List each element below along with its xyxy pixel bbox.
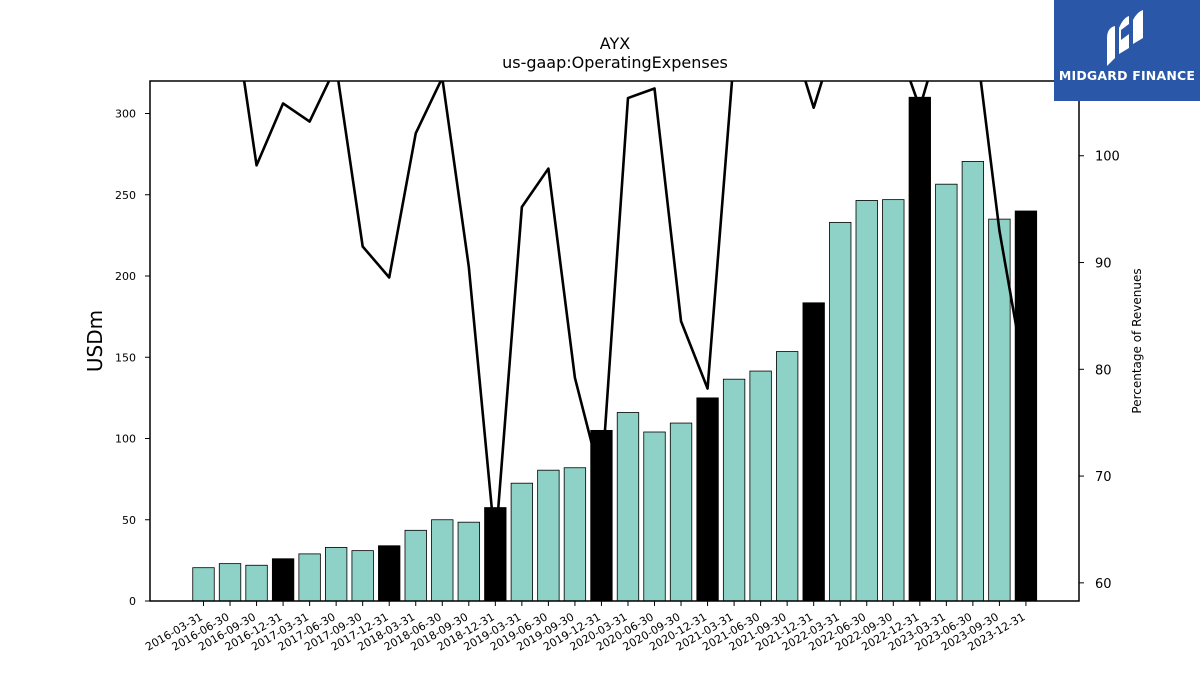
percentage-line [242,81,1028,547]
bar-2018-09-30 [457,521,480,602]
bar-2017-12-31 [378,545,401,602]
chart-subtitle: us-gaap:OperatingExpenses [502,53,728,72]
bar-2016-06-30 [218,563,242,602]
bar-2022-03-31 [829,221,852,602]
x-axis: 2016-03-312016-06-302016-09-302016-12-31… [143,601,1027,654]
y-tick-label-150: 150 [115,351,136,364]
y2-tick-label-70: 70 [1095,470,1112,485]
y-tick-label-300: 300 [115,108,136,121]
bar-2020-09-30 [669,422,693,602]
bar-2018-06-30 [431,519,454,602]
brand-name: MIDGARD FINANCE [1058,68,1196,83]
chart-title: AYX [600,34,630,53]
bar-2019-09-30 [563,467,587,602]
bar-2020-06-30 [643,431,666,602]
bar-series [192,96,1038,602]
bar-2020-03-31 [616,412,640,602]
bar-2021-09-30 [776,351,799,602]
y2-tick-label-100: 100 [1095,150,1120,165]
bar-2018-03-31 [404,529,427,602]
y2-tick-label-90: 90 [1095,257,1112,272]
bar-2018-12-31 [484,507,507,602]
y-axis-left: 0 50 100 150 200 250 300 [115,108,150,608]
bar-2022-06-30 [855,200,878,602]
y2-axis-label: Percentage of Revenues [1130,268,1144,413]
y2-tick-label-80: 80 [1095,363,1112,378]
y-tick-label-200: 200 [115,270,136,283]
bar-2023-12-31 [1014,210,1038,602]
bar-2017-03-31 [298,553,321,602]
brand-logo: MIDGARD FINANCE [1054,0,1200,101]
y-tick-label-0: 0 [129,595,136,608]
bar-2017-06-30 [324,546,348,602]
bar-2016-09-30 [245,564,268,602]
bar-2021-06-30 [749,370,772,602]
bar-2023-03-31 [935,183,958,602]
y-axis-right: 60 70 80 90 100 [1079,150,1120,592]
bar-2022-12-31 [908,96,931,602]
y-tick-label-100: 100 [115,433,136,446]
plot-frame [149,80,1080,602]
midgard-logo-icon [1107,10,1143,66]
y-tick-label-50: 50 [122,514,136,527]
bar-2020-12-31 [696,397,719,602]
bar-2021-12-31 [802,302,825,602]
bar-2016-03-31 [192,567,215,602]
bar-2017-09-30 [351,550,374,602]
y2-tick-label-60: 60 [1095,577,1112,592]
y-axis-label: USDm [83,310,107,372]
bar-2019-06-30 [537,469,560,602]
percentage-line-series [242,81,1028,547]
bar-2016-12-31 [271,558,295,602]
bar-2021-03-31 [722,378,746,602]
bar-2019-03-31 [510,482,534,602]
bar-2023-06-30 [961,161,985,602]
y-tick-label-250: 250 [115,189,136,202]
bar-2022-09-30 [882,199,905,602]
